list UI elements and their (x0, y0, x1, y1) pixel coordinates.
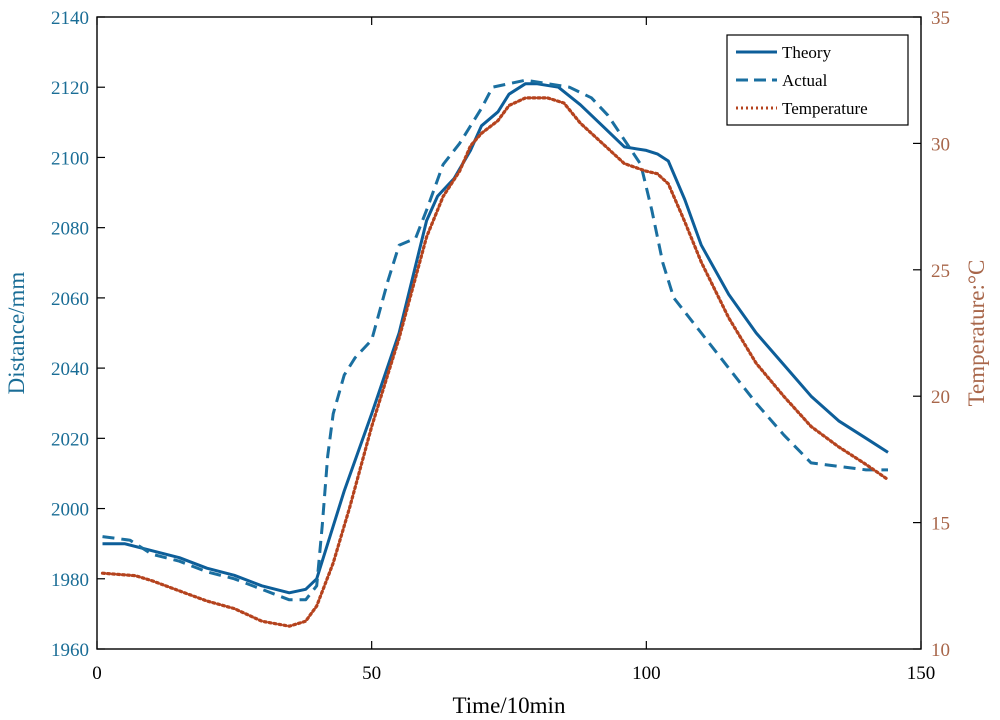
left-y-tick-label: 2080 (51, 219, 89, 240)
right-y-tick-label: 15 (931, 514, 950, 535)
right-y-axis-ticks: 10 15 20 25 30 35 (913, 8, 950, 661)
left-y-tick-label: 2020 (51, 429, 89, 450)
left-y-tick-label: 2140 (51, 8, 89, 29)
left-y-tick-label: 1960 (51, 640, 89, 661)
left-y-tick-label: 2060 (51, 289, 89, 310)
legend-label-actual: Actual (782, 71, 828, 90)
x-axis-title: Time/10min (453, 693, 566, 718)
right-y-tick-label: 25 (931, 261, 950, 282)
x-axis-ticks: 0 50 100 150 (92, 17, 935, 684)
right-y-axis-title: Temperature:°C (964, 260, 989, 407)
left-y-tick-label: 2100 (51, 148, 89, 169)
left-y-tick-label: 2120 (51, 78, 89, 99)
axes: 0 50 100 150 1960 1980 2000 2020 2040 2060 2080 21… (51, 8, 950, 684)
right-y-tick-label: 35 (931, 8, 950, 29)
left-y-tick-label: 2000 (51, 500, 89, 521)
x-tick-label: 150 (907, 663, 936, 684)
legend-label-temperature: Temperature (782, 99, 868, 118)
series-line-actual (102, 78, 888, 602)
x-tick-label: 50 (362, 663, 381, 684)
series-layer (100, 78, 890, 628)
x-tick-label: 0 (92, 663, 102, 684)
right-y-tick-label: 20 (931, 387, 950, 408)
left-y-axis-ticks: 1960 1980 2000 2020 2040 2060 2080 2100 2120 2140 (51, 8, 105, 661)
series-line-temperature (100, 96, 890, 628)
legend: Theory Actual Temperature (726, 34, 909, 126)
right-y-tick-label: 30 (931, 134, 950, 155)
left-y-tick-label: 1980 (51, 570, 89, 591)
left-y-axis-title: Distance/mm (4, 272, 29, 395)
right-y-tick-label: 10 (931, 640, 950, 661)
legend-label-theory: Theory (782, 43, 832, 62)
series-line-theory (102, 82, 889, 595)
x-tick-label: 100 (632, 663, 661, 684)
left-y-tick-label: 2040 (51, 359, 89, 380)
